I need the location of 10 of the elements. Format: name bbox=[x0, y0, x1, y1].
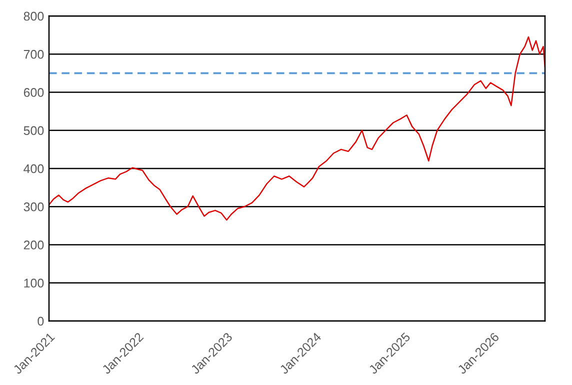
y-tick-label: 500 bbox=[24, 126, 44, 136]
y-tick-label: 600 bbox=[24, 88, 44, 97]
y-tick-label: 100 bbox=[24, 278, 44, 288]
y-tick-label: 300 bbox=[24, 202, 44, 212]
y-tick-label: 0 bbox=[38, 316, 44, 326]
y-tick-label: 800 bbox=[24, 12, 44, 21]
line-series bbox=[49, 36, 545, 221]
y-tick-label: 400 bbox=[24, 164, 44, 174]
y-tick-label: 700 bbox=[24, 50, 44, 59]
y-tick-label: 200 bbox=[24, 240, 44, 250]
